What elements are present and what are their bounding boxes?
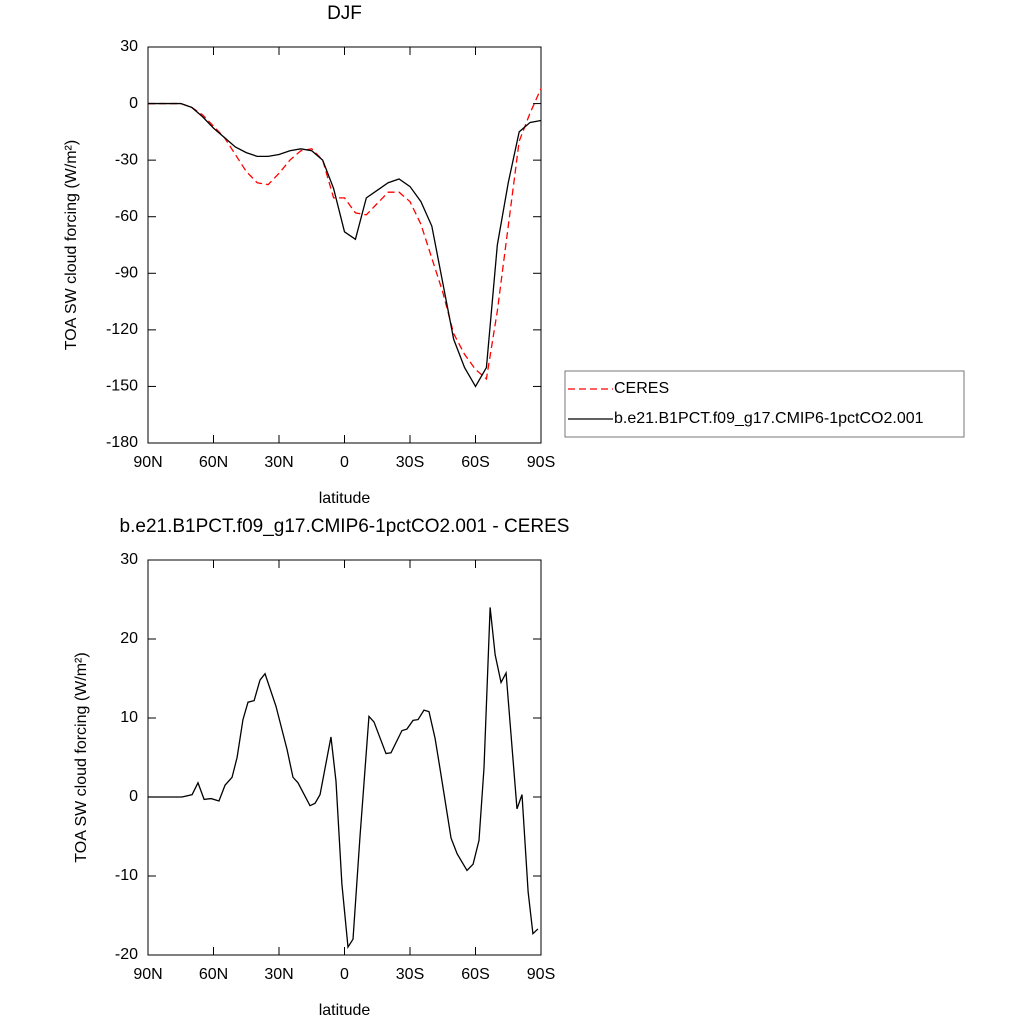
y-axis-label: TOA SW cloud forcing (W/m²) (73, 652, 90, 862)
legend-label: b.e21.B1PCT.f09_g17.CMIP6-1pctCO2.001 (614, 410, 924, 427)
series-line (148, 607, 539, 950)
plot-frame (147, 46, 542, 444)
chart-title: b.e21.B1PCT.f09_g17.CMIP6-1pctCO2.001 - … (120, 516, 570, 537)
x-axis-label: latitude (319, 490, 371, 507)
chart-title: DJF (327, 3, 362, 24)
x-tick-label: 30S (396, 454, 424, 471)
y-tick-label: 30 (120, 38, 138, 55)
x-tick-label: 90S (527, 454, 555, 471)
legend-label: CERES (614, 380, 669, 397)
x-tick-label: 90S (527, 966, 555, 983)
legend: CERES b.e21.B1PCT.f09_g17.CMIP6-1pctCO2.0… (564, 370, 965, 438)
y-tick-label: 30 (120, 551, 138, 568)
y-tick-label: -150 (106, 378, 138, 395)
y-tick-label: -60 (115, 208, 138, 225)
y-tick-label: 10 (120, 709, 138, 726)
y-tick-label: 0 (129, 788, 138, 805)
y-tick-label: -10 (115, 867, 138, 884)
x-tick-label: 30N (264, 454, 293, 471)
y-tick-label: -180 (106, 434, 138, 451)
legend-box (564, 370, 965, 438)
y-tick-label: -120 (106, 321, 138, 338)
x-tick-label: 30N (264, 966, 293, 983)
x-tick-label: 60S (461, 966, 489, 983)
x-tick-label: 60N (199, 966, 228, 983)
series-line (148, 102, 542, 388)
y-tick-label: 20 (120, 630, 138, 647)
x-tick-label: 30S (396, 966, 424, 983)
y-tick-label: -20 (115, 946, 138, 963)
x-tick-label: 0 (340, 966, 349, 983)
x-axis-label: latitude (319, 1002, 371, 1019)
y-axis-label: TOA SW cloud forcing (W/m²) (63, 140, 80, 350)
series-line (148, 88, 542, 381)
y-tick-label: 0 (129, 95, 138, 112)
x-tick-label: 60S (461, 454, 489, 471)
plot-frame (147, 559, 542, 956)
x-tick-label: 90N (133, 966, 162, 983)
y-tick-label: -90 (115, 265, 138, 282)
x-tick-label: 90N (133, 454, 162, 471)
x-tick-label: 60N (199, 454, 228, 471)
x-tick-label: 0 (340, 454, 349, 471)
y-tick-label: -30 (115, 151, 138, 168)
